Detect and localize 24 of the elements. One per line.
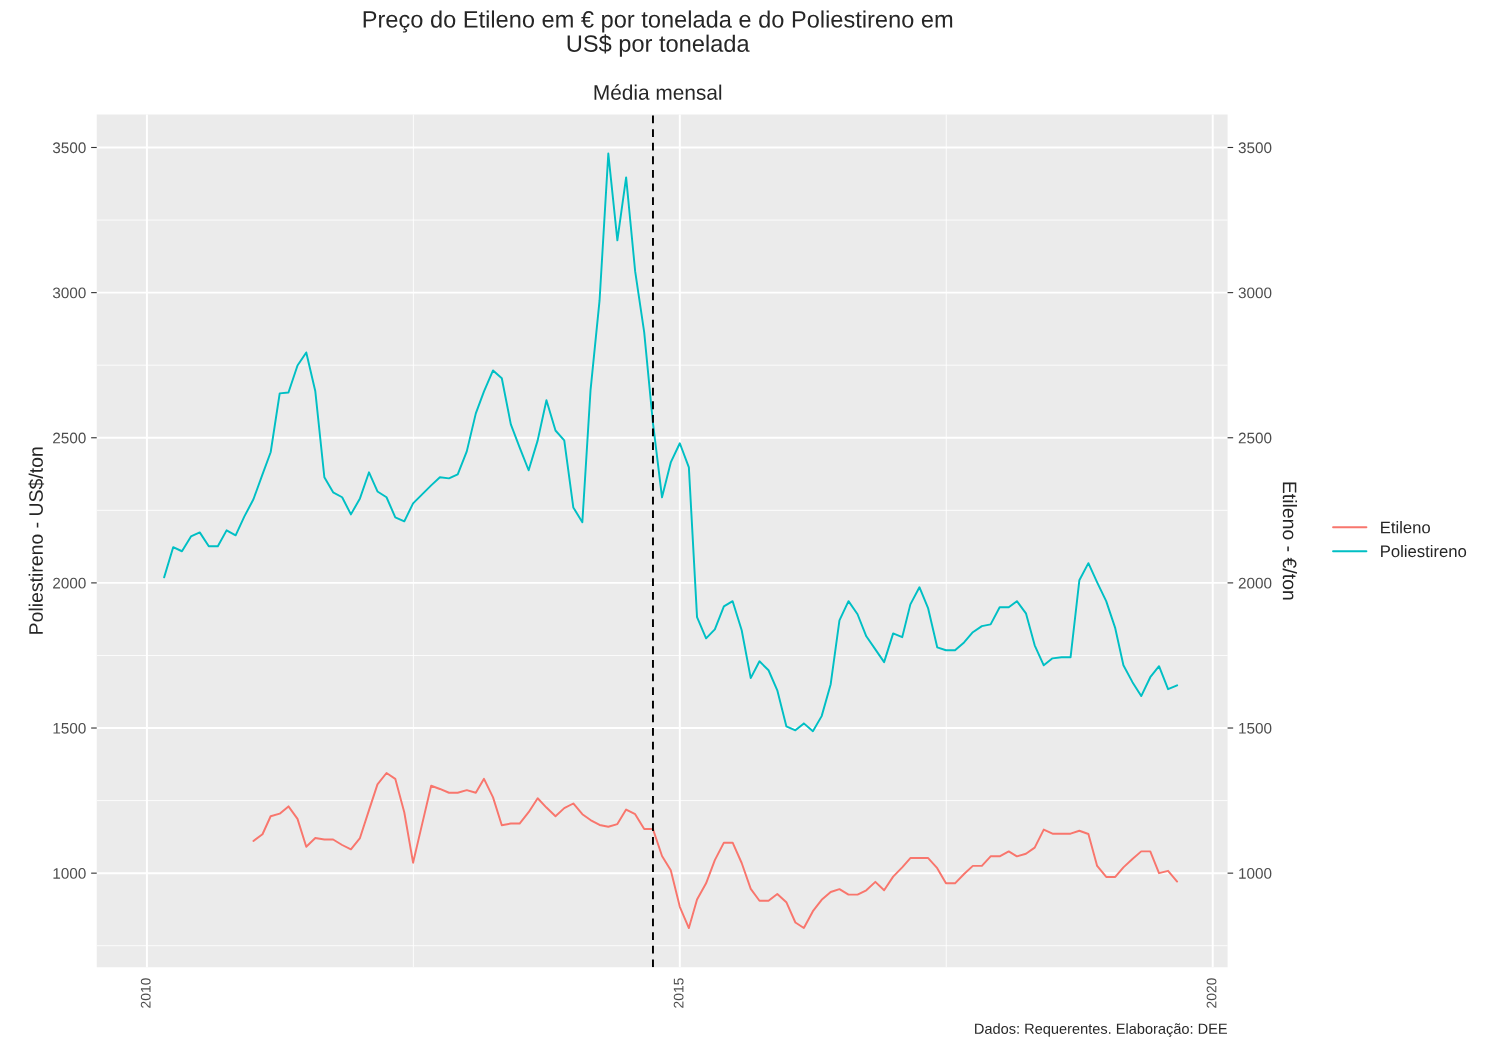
y2-tick-label: 3000 — [1238, 287, 1272, 299]
y2-tick-label: 1500 — [1239, 722, 1272, 734]
y2-axis-title: Etileno - €/ton — [1282, 482, 1297, 600]
y-tick-label: 1000 — [53, 868, 86, 879]
line-series — [252, 772, 1179, 929]
y-tick-label: 2000 — [53, 577, 86, 589]
x-tick-label: 2020 — [1206, 978, 1217, 1008]
x-tick-label: 2010 — [140, 978, 151, 1008]
y-axis-title: Poliestireno - US$/ton — [28, 447, 45, 634]
legend-label: Etileno — [1381, 521, 1430, 534]
chart-title: Preço do Etileno em € por tonelada e do Poliestireno em US$ por tonelada — [363, 10, 953, 57]
y-tick-label: 3500 — [52, 142, 86, 154]
y2-tick-label: 2000 — [1238, 577, 1272, 589]
y-tick-label: 3000 — [52, 287, 86, 299]
line-series — [163, 152, 1179, 733]
y2-tick-label: 2500 — [1238, 432, 1272, 444]
y2-tick-label: 3500 — [1238, 142, 1272, 154]
y2-tick-label: 1000 — [1239, 868, 1272, 879]
y-tick-label: 1500 — [53, 722, 86, 734]
x-tick-label: 2015 — [673, 978, 684, 1008]
chart-subtitle: Média mensal — [594, 84, 722, 100]
legend-label: Poliestireno — [1381, 544, 1467, 558]
text: Dados: Requerentes. Elaboração: DEE — [975, 1023, 1227, 1037]
y-tick-label: 2500 — [53, 432, 86, 444]
